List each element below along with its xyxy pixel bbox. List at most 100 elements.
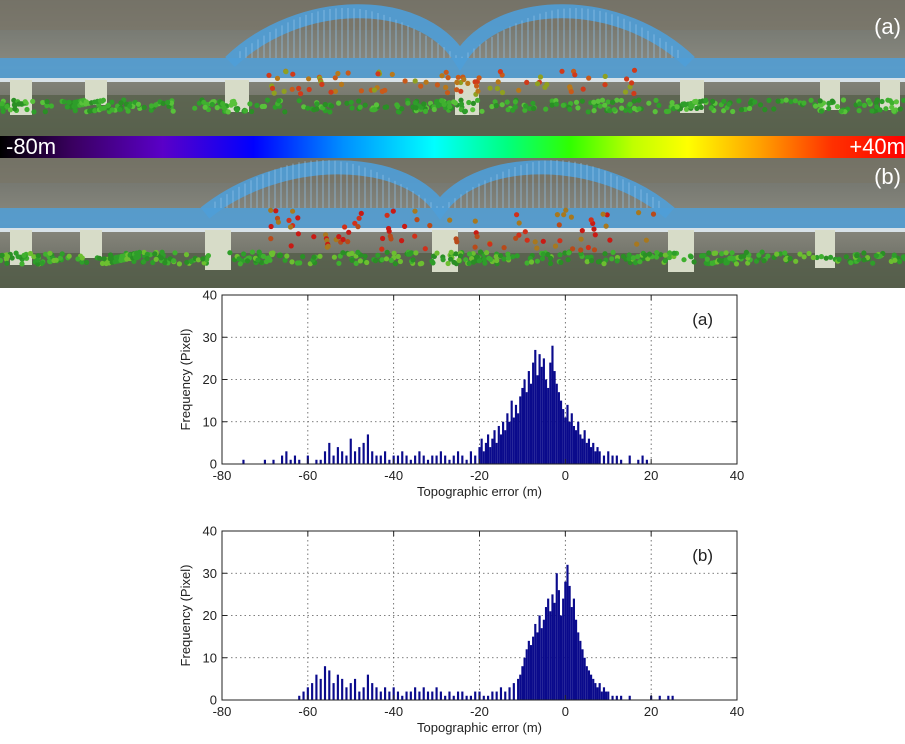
- histogram-a-bar: [345, 455, 348, 464]
- histogram-b-xtick-label: 0: [562, 704, 569, 719]
- histogram-a-bar: [384, 451, 387, 464]
- histogram-a-bar: [572, 425, 575, 464]
- histogram-b-bar: [452, 695, 455, 700]
- histogram-a-bar: [491, 438, 494, 464]
- histogram-b-ylabel: Frequency (Pixel): [178, 565, 193, 667]
- histogram-b-bar: [590, 674, 593, 700]
- histogram-a-bar: [549, 362, 552, 464]
- histogram-a-bar: [435, 455, 438, 464]
- histogram-b-bar: [508, 687, 511, 700]
- histogram-b-bar: [298, 695, 301, 700]
- histogram-b-bar: [544, 607, 548, 700]
- histogram-a-bar: [323, 451, 327, 464]
- histogram-b-bar: [667, 695, 670, 700]
- histogram-a-bar: [637, 459, 640, 464]
- histogram-b-ytick-label: 0: [210, 693, 217, 708]
- histogram-b-bar: [499, 687, 503, 700]
- histogram-b: -80 -60 -40 -20 0 20 40 0 10 20 30 40 Topographic er…: [0, 524, 905, 744]
- histogram-b-ytick-label: 40: [203, 524, 217, 539]
- histogram-a-bar: [242, 459, 245, 464]
- histogram-a-bar: [570, 413, 573, 464]
- histogram-b-bar: [525, 649, 528, 700]
- histogram-a-bar: [594, 451, 597, 464]
- histogram-b-bar: [366, 674, 369, 700]
- histogram-b-bar: [336, 674, 339, 700]
- histogram-b-bar: [439, 691, 442, 700]
- histogram-a-bar: [431, 455, 434, 464]
- histogram-a-bar: [512, 417, 515, 464]
- histogram-a-bar: [641, 455, 644, 464]
- colorbar-min-label: -80m: [6, 134, 57, 159]
- histogram-a-bar: [418, 451, 421, 464]
- histogram-a-bar: [590, 447, 593, 464]
- histogram-a-bar: [534, 349, 537, 464]
- histogram-b-bar: [414, 687, 417, 700]
- histogram-b-bar: [512, 683, 515, 700]
- histogram-b-bar: [409, 691, 412, 700]
- histogram-b-bar: [519, 674, 522, 700]
- histogram-a-bar: [519, 396, 522, 464]
- histogram-a-bar: [405, 455, 408, 464]
- histogram-a-bar: [551, 345, 554, 464]
- histogram-b-bar: [431, 691, 434, 700]
- histogram-a-xtick-label: -40: [384, 468, 403, 483]
- histogram-a-bar: [497, 425, 500, 464]
- histogram-b-bar: [388, 691, 391, 700]
- histogram-b-bar: [345, 687, 348, 700]
- histogram-b-bar: [521, 666, 524, 700]
- histogram-a-bar: [281, 455, 284, 464]
- histogram-b-bar: [574, 619, 578, 700]
- histogram-a-bar: [540, 366, 543, 464]
- histogram-b-bar: [555, 573, 558, 700]
- histogram-b-bar: [491, 691, 494, 700]
- histogram-b-bar: [362, 687, 365, 700]
- histogram-b-bar: [564, 581, 567, 700]
- histogram-a-bar: [489, 447, 492, 464]
- histogram-b-bar: [495, 691, 498, 700]
- histogram-a-bar: [366, 434, 369, 464]
- histogram-b-bar: [551, 594, 554, 701]
- histogram-b-bar: [570, 607, 573, 700]
- histogram-a-bar: [396, 455, 400, 464]
- histogram-b-bar: [469, 695, 472, 700]
- histogram-b-bar: [418, 691, 421, 700]
- histogram-a-bar: [615, 455, 618, 464]
- histogram-b-bar: [435, 687, 438, 700]
- histogram-b-bar: [547, 598, 550, 700]
- histogram-a-bar: [532, 362, 535, 464]
- histogram-a-bar: [574, 430, 578, 464]
- histogram-a-bar: [527, 371, 530, 464]
- histogram-a-bar: [353, 451, 357, 464]
- histogram-a-xtick-label: -80: [213, 468, 232, 483]
- histogram-b-bar: [596, 687, 599, 700]
- histogram-a-bar: [461, 455, 464, 464]
- histogram-a-bar: [358, 447, 361, 464]
- histogram-a-bar: [487, 434, 490, 464]
- histogram-b-bar: [332, 683, 335, 700]
- histogram-a-bar: [525, 392, 528, 464]
- histogram-a-bar: [602, 455, 606, 464]
- histogram-b-bar: [532, 636, 535, 701]
- histogram-b-bar: [559, 615, 563, 700]
- histogram-b-bar: [592, 678, 595, 701]
- histogram-a-bar: [581, 438, 584, 464]
- histogram-b-bar: [504, 691, 507, 700]
- histogram-a-bar: [482, 451, 485, 464]
- histogram-a-bar: [444, 455, 447, 464]
- histogram-a-bar: [371, 451, 374, 464]
- histogram-b-bar: [598, 683, 601, 700]
- histogram-b-bar: [540, 628, 543, 700]
- histogram-a-bar: [499, 434, 503, 464]
- histogram-a-ylabel: Frequency (Pixel): [178, 329, 193, 431]
- histogram-a-bar: [559, 400, 563, 465]
- histogram-a-bar: [422, 455, 425, 464]
- bridge-scene-b: (b): [0, 158, 905, 288]
- histogram-a-bar: [456, 451, 460, 464]
- histogram-a-bar: [508, 421, 511, 464]
- histogram-a-bar: [645, 459, 648, 464]
- histogram-a-bar: [506, 413, 509, 464]
- histogram-a-bar: [272, 459, 275, 464]
- histogram-a-bar: [568, 421, 571, 464]
- histogram-b-bar: [358, 691, 361, 700]
- histogram-b-bar: [319, 678, 322, 701]
